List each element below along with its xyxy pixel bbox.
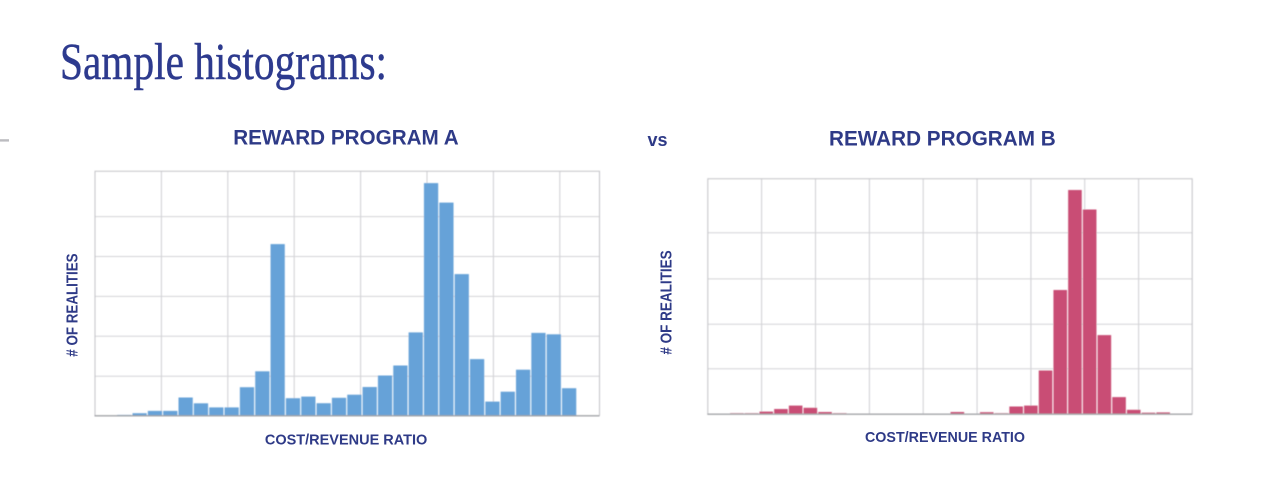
- svg-text:REWARD PROGRAM A: REWARD PROGRAM A: [233, 125, 459, 150]
- svg-text:COST/REVENUE RATIO: COST/REVENUE RATIO: [265, 432, 428, 449]
- svg-text:Sample histograms:: Sample histograms:: [60, 34, 387, 91]
- svg-text:COST/REVENUE RATIO: COST/REVENUE RATIO: [865, 429, 1025, 446]
- svg-text:# OF REALITIES: # OF REALITIES: [659, 250, 676, 355]
- svg-text:vs: vs: [648, 130, 668, 150]
- svg-text:REWARD PROGRAM B: REWARD PROGRAM B: [829, 125, 1056, 150]
- svg-text:# OF REALITIES: # OF REALITIES: [65, 253, 82, 357]
